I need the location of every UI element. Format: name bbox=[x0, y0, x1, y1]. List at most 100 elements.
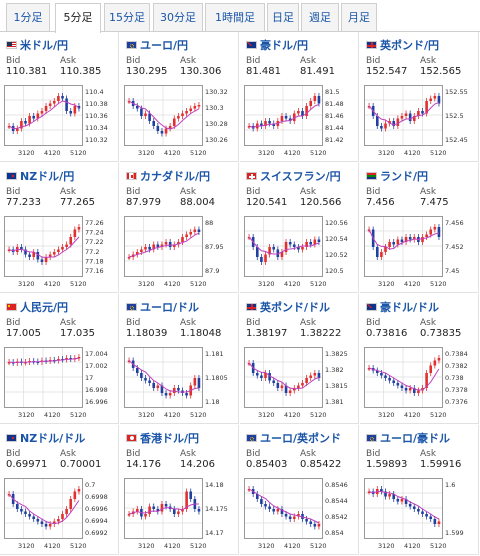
ask-label: Ask bbox=[180, 449, 197, 459]
candle bbox=[380, 252, 383, 257]
candle bbox=[309, 101, 313, 106]
y-tick-label: 77.22 bbox=[85, 238, 104, 246]
candle bbox=[185, 491, 188, 509]
rate-card: 豪ドル/ドル Bid Ask 0.73816 0.73835 0.7384 0.7382 0.… bbox=[360, 294, 479, 424]
candle bbox=[268, 247, 271, 255]
pair-name: 英ポンド/ドル bbox=[260, 301, 331, 314]
y-tick-label: 7.456 bbox=[445, 219, 464, 227]
x-tick-label: 5120 bbox=[70, 280, 87, 288]
tab-3[interactable]: 15分足 bbox=[104, 3, 150, 31]
bid-value: 110.381 bbox=[6, 66, 48, 77]
tab-4[interactable]: 30分足 bbox=[153, 3, 203, 31]
tab-5[interactable]: 1時間足 bbox=[205, 3, 265, 31]
moving-average-line bbox=[368, 102, 440, 126]
ask-label: Ask bbox=[60, 449, 77, 459]
y-tick-label: 81.46 bbox=[325, 112, 344, 120]
mini-chart[interactable]: 1.6 1.599 3120 4120 5120 bbox=[364, 478, 476, 550]
candle bbox=[264, 121, 267, 126]
y-tick-label: 16.996 bbox=[85, 398, 108, 406]
candle bbox=[168, 242, 172, 247]
bid-label: Bid bbox=[246, 449, 261, 459]
x-tick-label: 5120 bbox=[430, 149, 447, 157]
candle bbox=[272, 380, 276, 383]
mini-chart[interactable]: 0.8546 0.8544 0.8542 0.854 3120 4120 5120 bbox=[244, 478, 356, 550]
pair-link[interactable]: ユーロ/豪ドル bbox=[366, 431, 450, 445]
ask-label: Ask bbox=[420, 187, 437, 197]
pair-link[interactable]: ユーロ/ドル bbox=[126, 300, 199, 314]
moving-average-line bbox=[128, 232, 200, 258]
x-tick-label: 3120 bbox=[18, 542, 35, 550]
x-tick-label: 5120 bbox=[430, 280, 447, 288]
candle bbox=[189, 108, 193, 111]
mini-chart[interactable]: 1.181 1.1805 1.18 3120 4120 5120 bbox=[124, 347, 236, 419]
pair-link[interactable]: 人民元/円 bbox=[6, 300, 68, 314]
candle bbox=[73, 229, 77, 237]
moving-average-line bbox=[128, 100, 200, 130]
y-tick-label: 1.3815 bbox=[325, 382, 348, 390]
x-tick-label: 5120 bbox=[190, 542, 207, 550]
bid-value: 0.69971 bbox=[6, 459, 48, 470]
pair-link[interactable]: 豪ドル/円 bbox=[246, 38, 308, 52]
pair-name: ランド/円 bbox=[380, 170, 429, 183]
pair-link[interactable]: ユーロ/英ポンド bbox=[246, 431, 341, 445]
mini-chart[interactable]: 0.7384 0.7382 0.738 0.7378 0.7376 3120 4120 512… bbox=[364, 347, 476, 419]
y-tick-label: 77.24 bbox=[85, 229, 104, 237]
x-tick-label: 4120 bbox=[44, 149, 61, 157]
candle bbox=[20, 247, 23, 250]
bid-value: 1.18039 bbox=[126, 328, 168, 339]
candle bbox=[197, 105, 201, 107]
mini-chart[interactable]: 14.18 14.175 14.17 3120 4120 5120 bbox=[124, 478, 236, 550]
pair-link[interactable]: 米ドル/円 bbox=[6, 38, 68, 52]
tab-8[interactable]: 月足 bbox=[341, 3, 377, 31]
pair-link[interactable]: NZドル/円 bbox=[6, 169, 74, 183]
price-chart-svg: 7.456 7.452 7.45 3120 4120 5120 bbox=[364, 216, 464, 288]
tab-2[interactable]: 5分足 bbox=[55, 3, 101, 33]
candle bbox=[28, 254, 31, 257]
candle bbox=[185, 234, 188, 237]
candle bbox=[193, 378, 197, 386]
candle bbox=[48, 254, 52, 257]
pair-name: 米ドル/円 bbox=[20, 39, 69, 52]
pair-link[interactable]: 豪ドル/ドル bbox=[366, 300, 439, 314]
tab-6[interactable]: 日足 bbox=[267, 3, 299, 31]
pair-link[interactable]: NZドル/ドル bbox=[6, 431, 85, 445]
mini-chart[interactable]: 0.7 0.6998 0.6996 0.6994 0.6992 3120 4120 5120 bbox=[4, 478, 116, 550]
candle bbox=[160, 504, 164, 512]
candle bbox=[69, 237, 73, 245]
tab-1[interactable]: 1分足 bbox=[6, 3, 50, 31]
candle bbox=[127, 360, 131, 362]
y-tick-label: 17.002 bbox=[85, 362, 108, 370]
flag-icon bbox=[246, 41, 257, 49]
pair-link[interactable]: 英ポンド/ドル bbox=[246, 300, 330, 314]
candle bbox=[7, 362, 11, 364]
pair-link[interactable]: 英ポンド/円 bbox=[366, 38, 439, 52]
mini-chart[interactable]: 81.5 81.48 81.46 81.44 81.42 3120 4120 5120 bbox=[244, 85, 356, 157]
pair-link[interactable]: スイスフラン/円 bbox=[246, 169, 341, 183]
y-tick-label: 0.7 bbox=[85, 481, 95, 489]
candle bbox=[380, 489, 383, 492]
mini-chart[interactable]: 17.004 17.002 17 16.998 16.996 3120 4120 5120 bbox=[4, 347, 116, 419]
mini-chart[interactable]: 77.26 77.24 77.22 77.2 77.18 77.16 3120 4120 512… bbox=[4, 216, 116, 288]
mini-chart[interactable]: 152.55 152.5 152.45 3120 4120 5120 bbox=[364, 85, 476, 157]
pair-link[interactable]: ランド/円 bbox=[366, 169, 428, 183]
ask-label: Ask bbox=[420, 449, 437, 459]
moving-average-line bbox=[8, 493, 80, 525]
mini-chart[interactable]: 1.3825 1.382 1.3815 1.381 3120 4120 5120 bbox=[244, 347, 356, 419]
y-tick-label: 0.854 bbox=[325, 529, 344, 537]
candle bbox=[172, 118, 176, 126]
mini-chart[interactable]: 7.456 7.452 7.45 3120 4120 5120 bbox=[364, 216, 476, 288]
candle bbox=[247, 363, 251, 365]
bid-value: 17.005 bbox=[6, 328, 41, 339]
tab-7[interactable]: 週足 bbox=[301, 3, 339, 31]
pair-link[interactable]: カナダドル/円 bbox=[126, 169, 210, 183]
mini-chart[interactable]: 88 87.95 87.9 3120 4120 5120 bbox=[124, 216, 236, 288]
mini-chart[interactable]: 130.32 130.3 130.28 130.26 3120 4120 5120 bbox=[124, 85, 236, 157]
mini-chart[interactable]: 110.4 110.38 110.36 110.34 110.32 3120 4120 512… bbox=[4, 85, 116, 157]
candle bbox=[400, 239, 404, 242]
ask-label: Ask bbox=[180, 318, 197, 328]
ask-value: 1.18048 bbox=[180, 328, 222, 339]
pair-link[interactable]: ユーロ/円 bbox=[126, 38, 188, 52]
candle bbox=[260, 123, 263, 126]
mini-chart[interactable]: 120.56 120.54 120.52 120.5 3120 4120 5120 bbox=[244, 216, 356, 288]
pair-link[interactable]: 香港ドル/円 bbox=[126, 431, 199, 445]
